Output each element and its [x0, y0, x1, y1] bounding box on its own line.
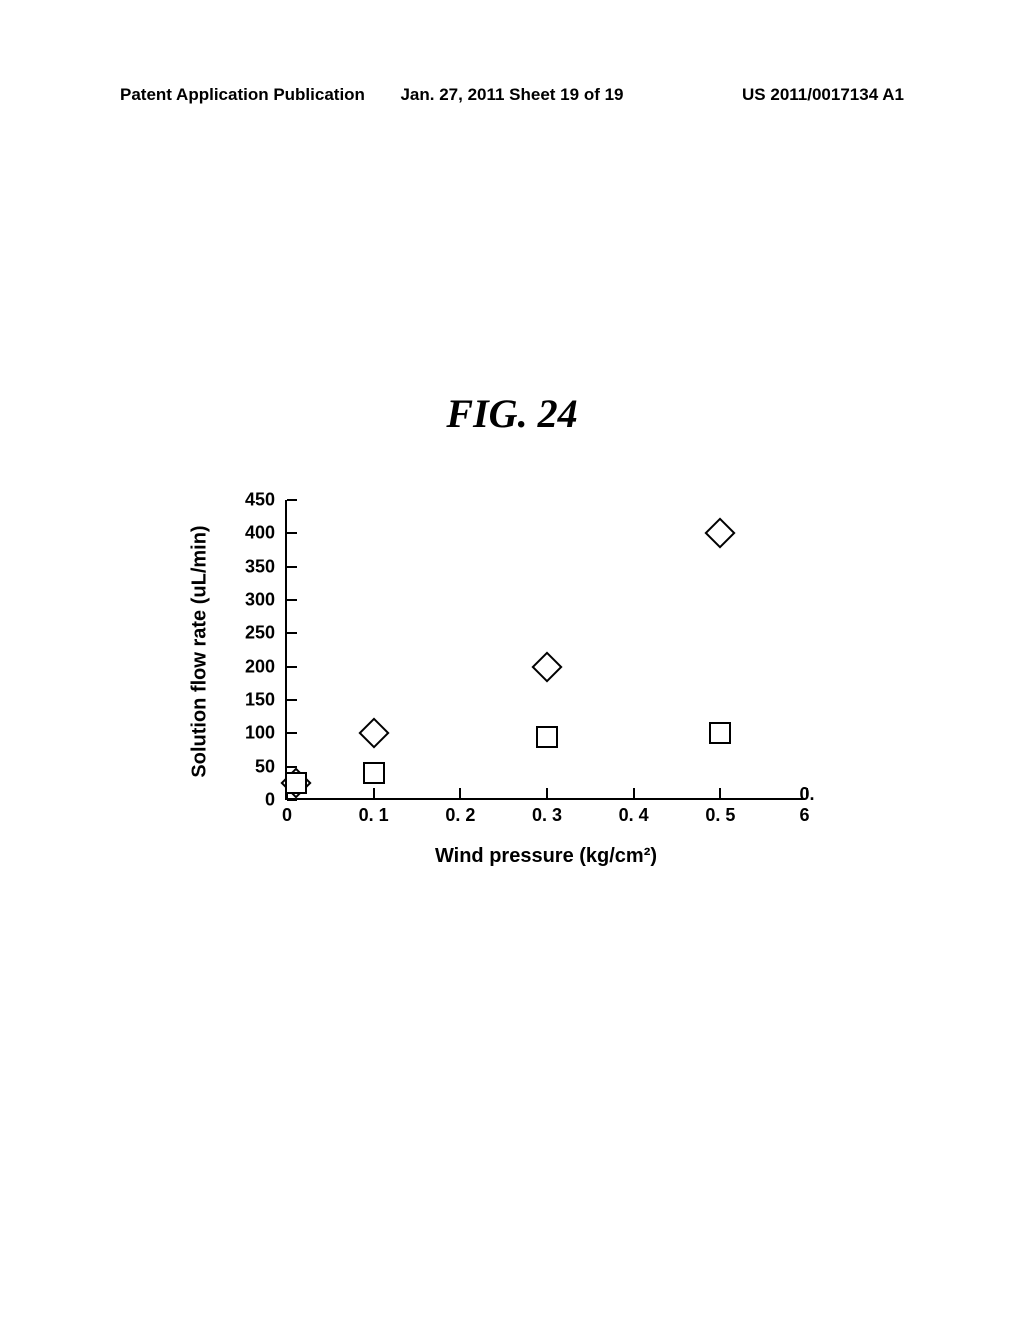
x-tick [719, 788, 721, 798]
y-tick [287, 632, 297, 634]
y-axis-label: Solution flow rate (uL/min) [189, 525, 212, 777]
x-tick [633, 788, 635, 798]
x-axis-label: Wind pressure (kg/cm²) [435, 845, 657, 868]
x-tick-label: 0. 3 [532, 805, 562, 826]
y-tick [287, 566, 297, 568]
y-tick [287, 666, 297, 668]
x-tick [546, 788, 548, 798]
y-tick-label: 150 [245, 690, 275, 711]
y-tick-label: 450 [245, 490, 275, 511]
y-tick-label: 0 [265, 790, 275, 811]
diamond-marker [531, 651, 562, 682]
y-tick-label: 350 [245, 556, 275, 577]
diamond-marker [705, 518, 736, 549]
header-date-sheet: Jan. 27, 2011 Sheet 19 of 19 [381, 85, 642, 105]
y-tick [287, 499, 297, 501]
scatter-chart: Solution flow rate (uL/min) Wind pressur… [205, 490, 835, 880]
x-tick-label: 0. 1 [359, 805, 389, 826]
diamond-marker [358, 718, 389, 749]
plot-area: Wind pressure (kg/cm²) 05010015020025030… [285, 500, 805, 800]
y-tick [287, 732, 297, 734]
header-publication-type: Patent Application Publication [120, 85, 381, 105]
y-tick-label: 50 [255, 756, 275, 777]
x-tick-label: 0. 5 [705, 805, 735, 826]
square-marker [709, 722, 731, 744]
square-marker [536, 726, 558, 748]
x-tick-label: 0. 6 [799, 784, 814, 826]
figure-title: FIG. 24 [446, 390, 577, 437]
y-tick [287, 799, 297, 801]
y-tick [287, 532, 297, 534]
y-tick [287, 699, 297, 701]
x-tick-label: 0 [282, 805, 292, 826]
y-tick-label: 100 [245, 723, 275, 744]
y-tick-label: 300 [245, 590, 275, 611]
x-tick [459, 788, 461, 798]
square-marker [285, 772, 307, 794]
y-tick-label: 200 [245, 656, 275, 677]
x-tick-label: 0. 4 [619, 805, 649, 826]
page-header: Patent Application Publication Jan. 27, … [0, 85, 1024, 105]
x-tick [373, 788, 375, 798]
x-tick-label: 0. 2 [445, 805, 475, 826]
square-marker [363, 762, 385, 784]
header-publication-number: US 2011/0017134 A1 [643, 85, 904, 105]
y-tick-label: 250 [245, 623, 275, 644]
y-tick-label: 400 [245, 523, 275, 544]
y-tick [287, 599, 297, 601]
